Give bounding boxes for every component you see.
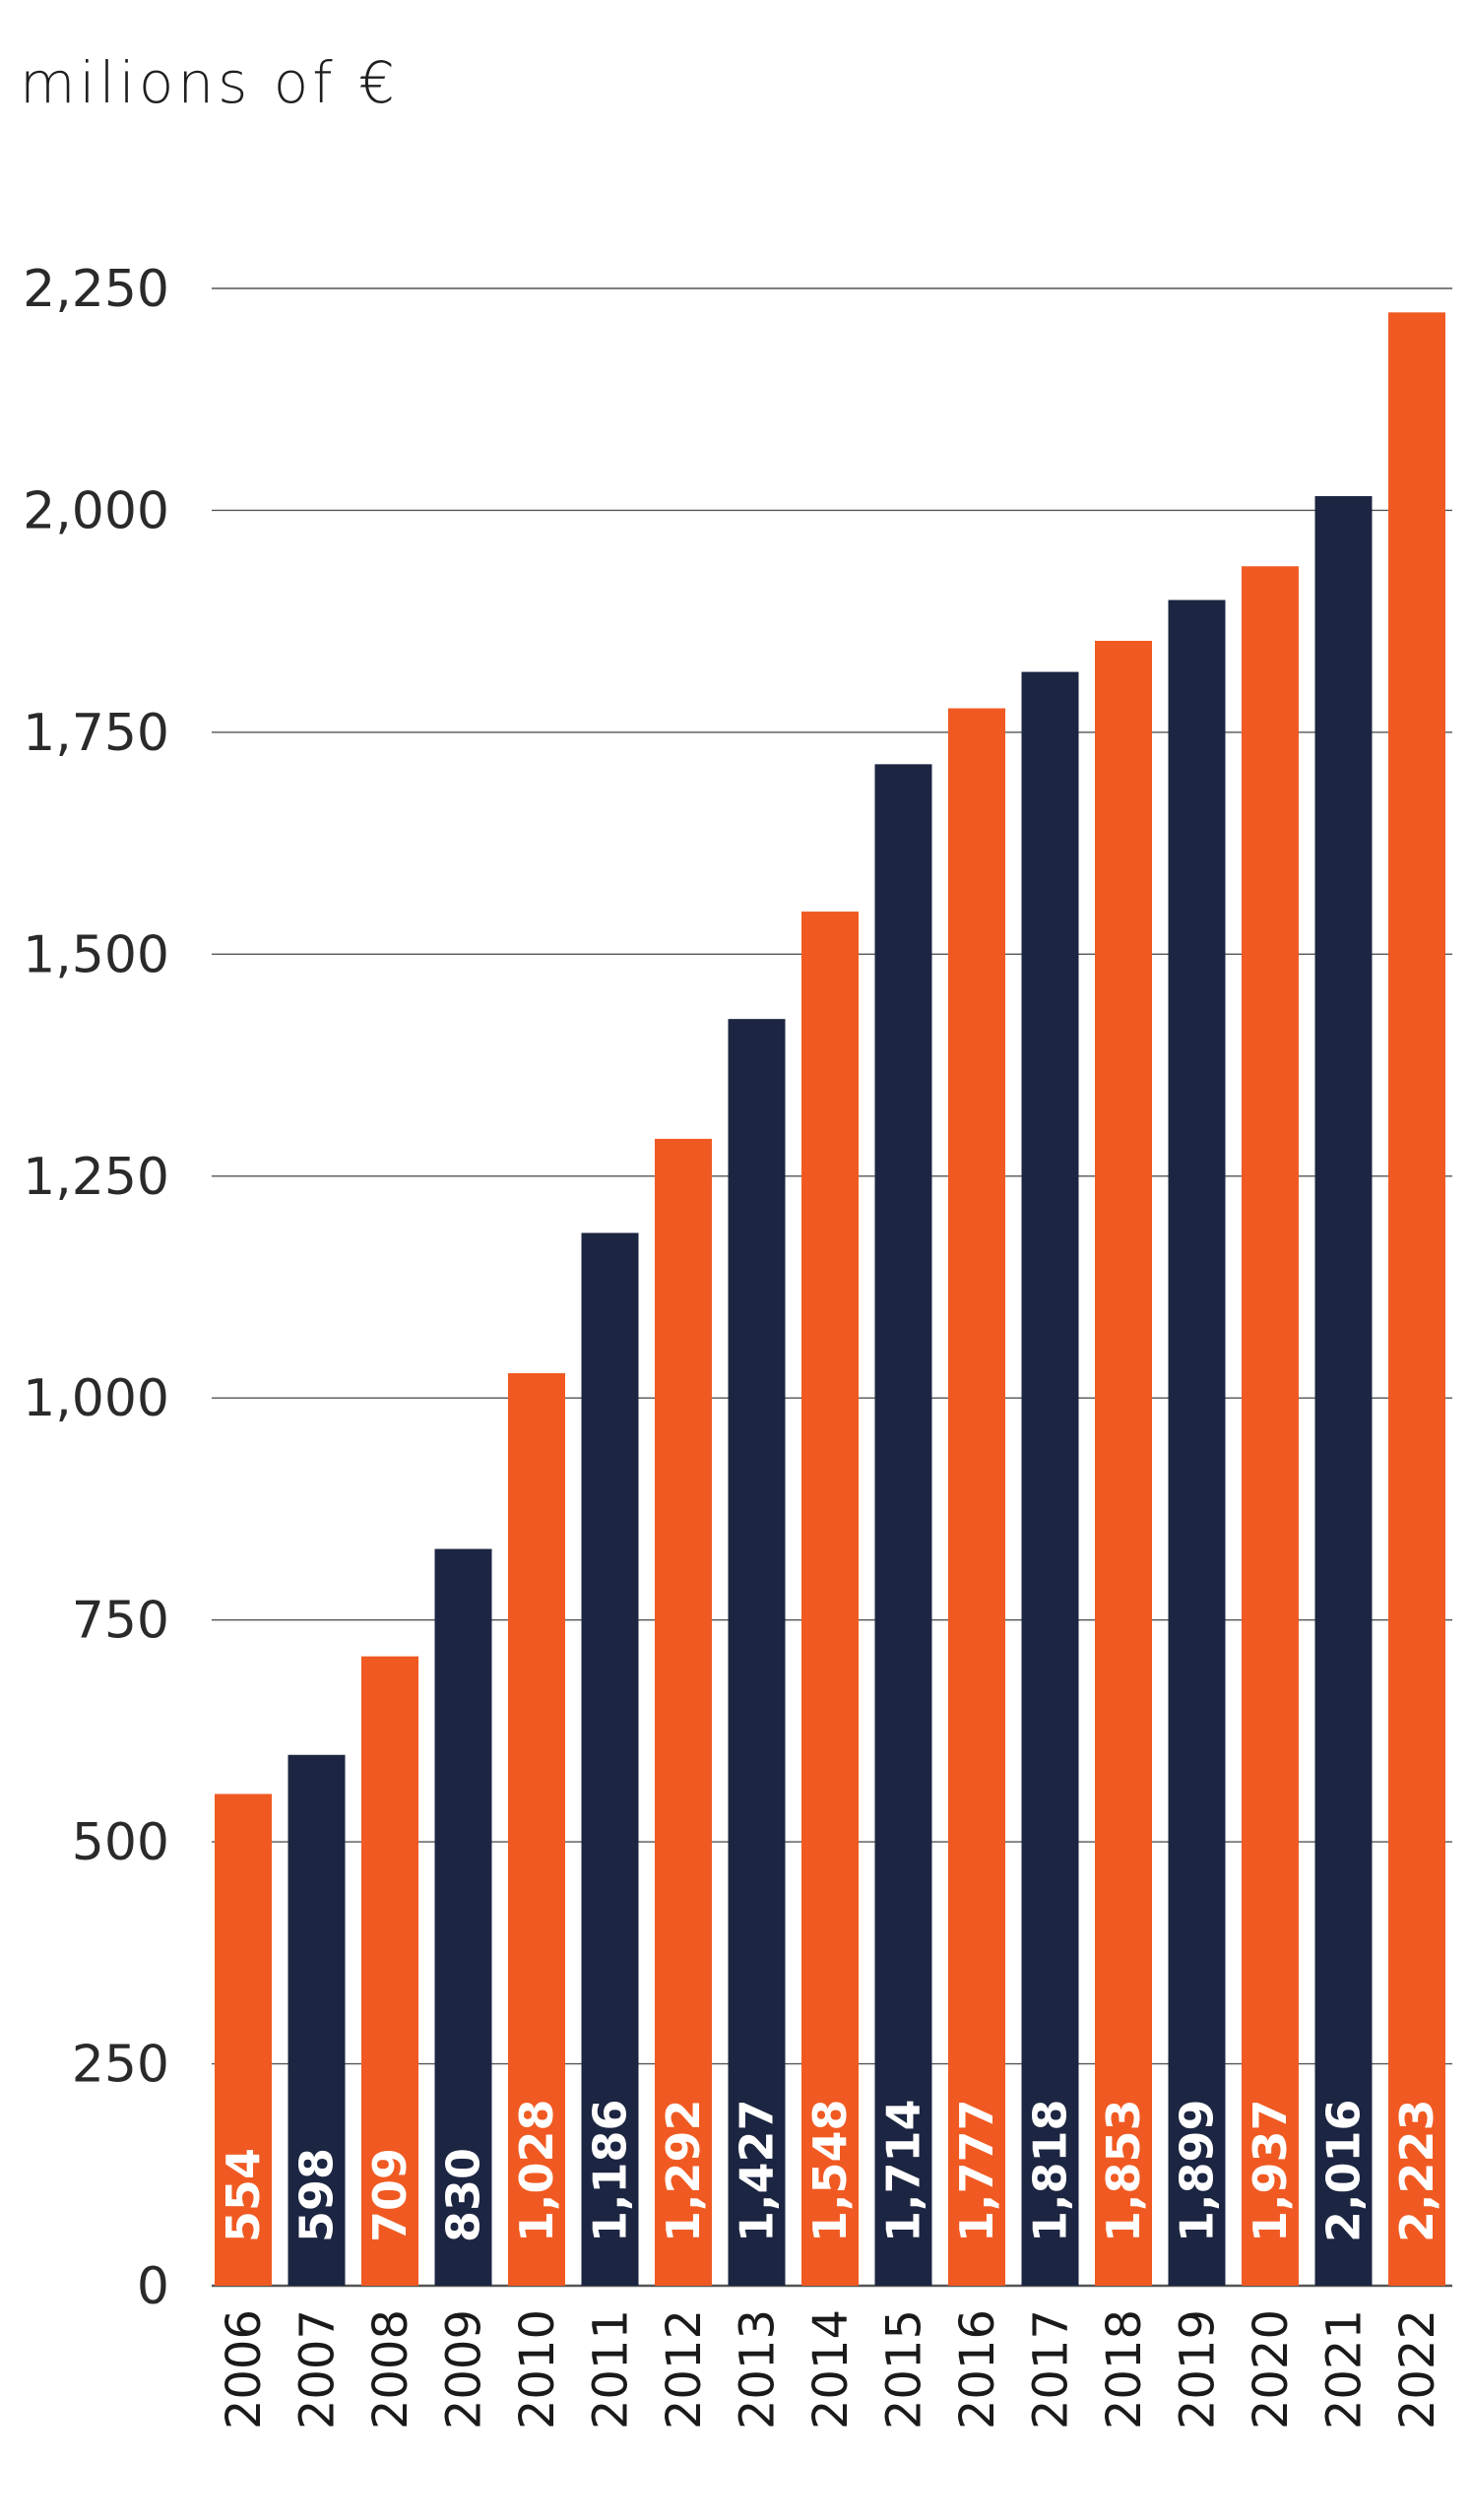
bar: [874, 764, 932, 2286]
y-tick-label: 2,250: [23, 260, 169, 319]
data-label: 1,937: [1244, 2099, 1297, 2242]
data-label: 554: [217, 2148, 270, 2242]
x-tick-label: 2021: [1317, 2309, 1373, 2429]
y-tick-label: 1,000: [23, 1369, 169, 1428]
y-tick-label: 250: [72, 2036, 169, 2095]
x-tick-label: 2006: [217, 2309, 272, 2429]
y-tick-label: 0: [137, 2257, 169, 2316]
y-axis-ticks: 0 250 500 750 1,000 1,250 1,500 1,750 2,000 2,250: [23, 260, 169, 2316]
x-tick-label: 2018: [1097, 2309, 1152, 2429]
data-label: 598: [290, 2148, 344, 2242]
x-tick-label: 2009: [437, 2309, 492, 2429]
data-label: 1,028: [510, 2099, 563, 2242]
x-tick-label: 2011: [584, 2309, 639, 2429]
data-label: 1,427: [731, 2099, 784, 2242]
bar: [215, 1794, 272, 2286]
bar: [948, 708, 1005, 2286]
data-label: 1,548: [803, 2099, 857, 2242]
bar: [1388, 312, 1445, 2286]
x-tick-label: 2015: [877, 2309, 932, 2429]
data-label: 1,853: [1097, 2099, 1150, 2242]
x-tick-label: 2008: [363, 2309, 418, 2429]
data-label: 1,818: [1024, 2099, 1077, 2242]
y-tick-label: 750: [72, 1592, 169, 1651]
bar: [288, 1754, 346, 2286]
data-label: 1,714: [877, 2099, 930, 2242]
data-labels: 554 598 709 830 1,028 1,186 1,292 1,427 1,548 1,7…: [217, 2099, 1443, 2242]
y-tick-label: 2,000: [23, 481, 169, 540]
bar: [655, 1138, 712, 2286]
x-axis-ticks: 2006 2007 2008 2009 2010 2011 2012 2013 2014 2015…: [217, 2309, 1445, 2429]
bar: [728, 1019, 786, 2286]
unit-label: milions of €: [20, 49, 399, 116]
bar: [361, 1656, 418, 2286]
bar: [801, 912, 859, 2286]
bar: [1168, 599, 1226, 2287]
data-label: 1,186: [584, 2099, 637, 2242]
data-label: 1,777: [950, 2099, 1003, 2242]
data-label: 2,016: [1317, 2099, 1371, 2242]
data-label: 830: [437, 2148, 490, 2242]
x-tick-label: 2012: [657, 2309, 712, 2429]
x-tick-label: 2007: [290, 2309, 346, 2429]
bars: [215, 312, 1445, 2287]
x-tick-label: 2013: [731, 2309, 786, 2429]
bar: [434, 1548, 492, 2286]
x-tick-label: 2020: [1244, 2309, 1299, 2429]
y-tick-label: 1,500: [23, 925, 169, 984]
x-tick-label: 2014: [803, 2309, 859, 2429]
x-tick-label: 2017: [1024, 2309, 1079, 2429]
bar: [1095, 641, 1152, 2286]
y-tick-label: 1,250: [23, 1148, 169, 1207]
bar: [581, 1232, 639, 2286]
bar: [1314, 496, 1373, 2286]
x-tick-label: 2019: [1171, 2309, 1226, 2429]
x-tick-label: 2010: [510, 2309, 565, 2429]
data-label: 1,899: [1171, 2099, 1224, 2242]
bar: [1242, 566, 1299, 2286]
data-label: 709: [363, 2148, 416, 2242]
bar: [1021, 671, 1079, 2286]
x-tick-label: 2022: [1390, 2309, 1445, 2429]
data-label: 1,292: [657, 2099, 710, 2242]
data-label: 2,223: [1390, 2099, 1443, 2242]
y-tick-label: 1,750: [23, 704, 169, 763]
bar: [508, 1372, 565, 2286]
x-tick-label: 2016: [950, 2309, 1005, 2429]
y-tick-label: 500: [72, 1813, 169, 1872]
